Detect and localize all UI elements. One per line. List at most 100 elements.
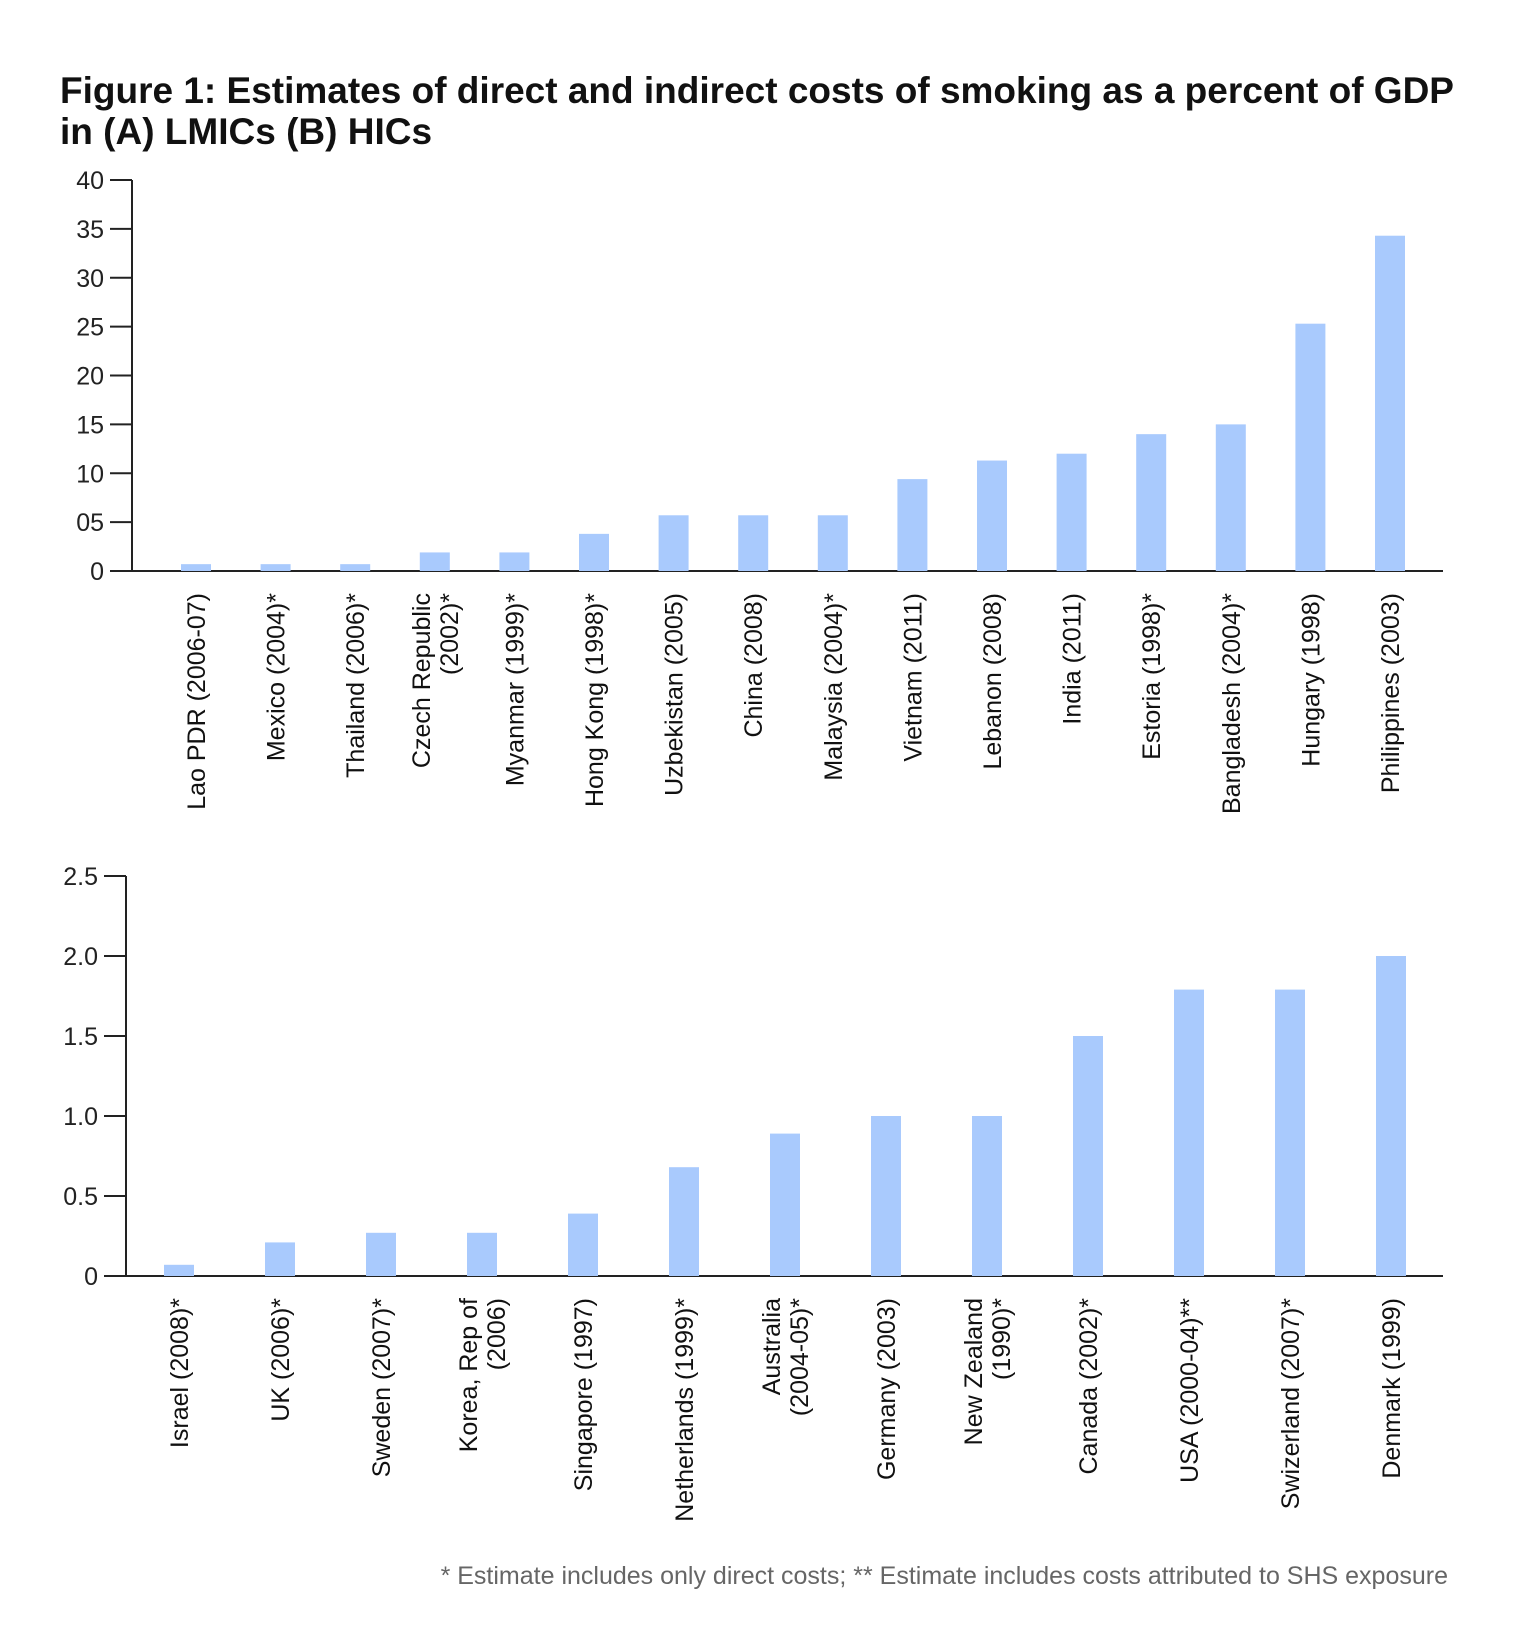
- bar: [1056, 453, 1087, 571]
- x-category-label: Sweden (2007)*: [368, 1298, 396, 1478]
- x-tick-label: Korea, Rep of: [455, 1298, 483, 1452]
- bar: [658, 515, 689, 571]
- x-tick-label: Germany (2003): [873, 1298, 901, 1480]
- bar: [164, 1264, 194, 1276]
- bar: [419, 552, 450, 571]
- bar: [579, 533, 609, 571]
- chart-b-hics: 0 0.5 1.0 1.5 2.0 2.5 Israel (2008)* UK (2006)*…: [63, 863, 1443, 1522]
- bar: [1174, 989, 1204, 1276]
- y-tick-label: 1.5: [63, 1023, 98, 1051]
- x-tick-label: (2002)*: [436, 593, 464, 675]
- bar: [366, 1232, 396, 1276]
- y-tick-label: 0.5: [63, 1183, 98, 1211]
- bar: [972, 1116, 1002, 1276]
- x-tick-label: China (2008): [740, 593, 768, 738]
- x-tick-label: Canada (2002)*: [1075, 1298, 1103, 1475]
- bar: [1275, 989, 1305, 1276]
- x-category-label: Singapore (1997): [570, 1298, 598, 1491]
- y-tick-label: 35: [76, 216, 104, 244]
- x-category-label: Philippines (2003): [1377, 593, 1405, 793]
- bar: [1375, 235, 1405, 571]
- x-category-label: China (2008): [740, 593, 768, 738]
- x-tick-label: UK (2006)*: [267, 1298, 295, 1422]
- x-tick-label: Lao PDR (2006-07): [183, 593, 211, 810]
- x-tick-label: Lebanon (2008): [979, 593, 1007, 770]
- bar: [817, 515, 848, 571]
- y-tick-label: 10: [76, 460, 104, 488]
- bar: [499, 552, 530, 571]
- x-category-label: Lebanon (2008): [979, 593, 1007, 770]
- y-tick-label: 15: [76, 411, 104, 439]
- x-category-label: New Zealand (1990)*: [960, 1298, 1016, 1446]
- x-category-label: Malaysia (2004)*: [820, 593, 848, 781]
- x-category-label: USA (2000-04)**: [1176, 1298, 1204, 1483]
- bar: [738, 515, 769, 571]
- x-tick-label: Mexico (2004)*: [263, 593, 291, 761]
- x-category-label: Lao PDR (2006-07): [183, 593, 211, 810]
- x-tick-label: Czech Republic: [408, 593, 436, 768]
- x-tick-label: Australia: [758, 1298, 786, 1395]
- x-tick-label: New Zealand: [960, 1298, 988, 1445]
- x-category-label: Israel (2008)*: [166, 1298, 194, 1448]
- y-tick-label: 0: [84, 1263, 98, 1291]
- bar: [1376, 956, 1406, 1276]
- x-category-label: UK (2006)*: [267, 1298, 295, 1422]
- x-tick-label: Netherlands (1999)*: [671, 1298, 699, 1522]
- x-tick-label: Vietnam (2011): [899, 593, 927, 762]
- x-category-label: India (2011): [1059, 593, 1087, 725]
- x-category-label: Australia (2004-05)*: [758, 1298, 814, 1416]
- y-tick-label: 20: [76, 363, 104, 391]
- x-category-label: Hungary (1998): [1297, 593, 1325, 767]
- x-tick-label: Bangladesh (2004)*: [1218, 593, 1246, 814]
- x-category-label: Estoria (1998)*: [1138, 593, 1166, 760]
- x-tick-label: USA (2000-04)**: [1176, 1298, 1204, 1483]
- x-category-label: Germany (2003): [873, 1298, 901, 1480]
- bar: [669, 1167, 699, 1276]
- x-tick-label: Estoria (1998)*: [1138, 593, 1166, 760]
- bar: [977, 460, 1007, 571]
- x-category-label: Thailand (2006)*: [342, 593, 370, 778]
- x-category-label: Netherlands (1999)*: [671, 1298, 699, 1522]
- y-tick-label: 2.5: [63, 863, 98, 891]
- x-tick-label: Sweden (2007)*: [368, 1298, 396, 1478]
- bar: [1073, 1036, 1103, 1276]
- bar: [897, 479, 928, 571]
- bar: [770, 1133, 800, 1276]
- x-category-label: Korea, Rep of (2006): [455, 1298, 511, 1452]
- y-tick-label: 30: [76, 265, 104, 293]
- x-category-label: Hong Kong (1998)*: [581, 593, 609, 807]
- y-tick-label: 40: [76, 167, 104, 195]
- x-tick-label: Israel (2008)*: [166, 1298, 194, 1448]
- x-category-label: Canada (2002)*: [1075, 1298, 1103, 1475]
- bar: [340, 564, 371, 571]
- x-category-label: Vietnam (2011): [899, 593, 927, 762]
- x-tick-label: (1990)*: [988, 1298, 1016, 1380]
- x-tick-label: (2004-05)*: [786, 1298, 814, 1416]
- x-tick-label: Philippines (2003): [1377, 593, 1405, 793]
- x-tick-label: Swizerland (2007)*: [1277, 1298, 1305, 1509]
- bar: [1215, 424, 1246, 571]
- bar: [568, 1213, 598, 1276]
- x-category-label: Bangladesh (2004)*: [1218, 593, 1246, 814]
- x-tick-label: Singapore (1997): [570, 1298, 598, 1491]
- x-tick-label: Denmark (1999): [1378, 1298, 1406, 1479]
- bar: [181, 564, 211, 571]
- y-tick-label: 05: [76, 509, 104, 537]
- x-tick-label: Malaysia (2004)*: [820, 593, 848, 781]
- x-tick-label: Myanmar (1999)*: [501, 593, 529, 786]
- figure-title: Figure 1: Estimates of direct and indire…: [60, 70, 1454, 152]
- x-category-label: Czech Republic (2002)*: [408, 593, 464, 768]
- x-tick-label: India (2011): [1059, 593, 1087, 725]
- bar: [1295, 323, 1326, 571]
- bar: [871, 1116, 901, 1276]
- x-category-label: Mexico (2004)*: [263, 593, 291, 761]
- x-tick-label: (2006): [483, 1298, 511, 1370]
- y-tick-label: 2.0: [63, 943, 98, 971]
- x-tick-label: Thailand (2006)*: [342, 593, 370, 778]
- x-tick-label: Hungary (1998): [1297, 593, 1325, 767]
- y-tick-label: 25: [76, 314, 104, 342]
- bar: [265, 1242, 295, 1276]
- x-tick-label: Hong Kong (1998)*: [581, 593, 609, 807]
- x-category-label: Swizerland (2007)*: [1277, 1298, 1305, 1509]
- x-tick-label: Uzbekistan (2005): [661, 593, 689, 796]
